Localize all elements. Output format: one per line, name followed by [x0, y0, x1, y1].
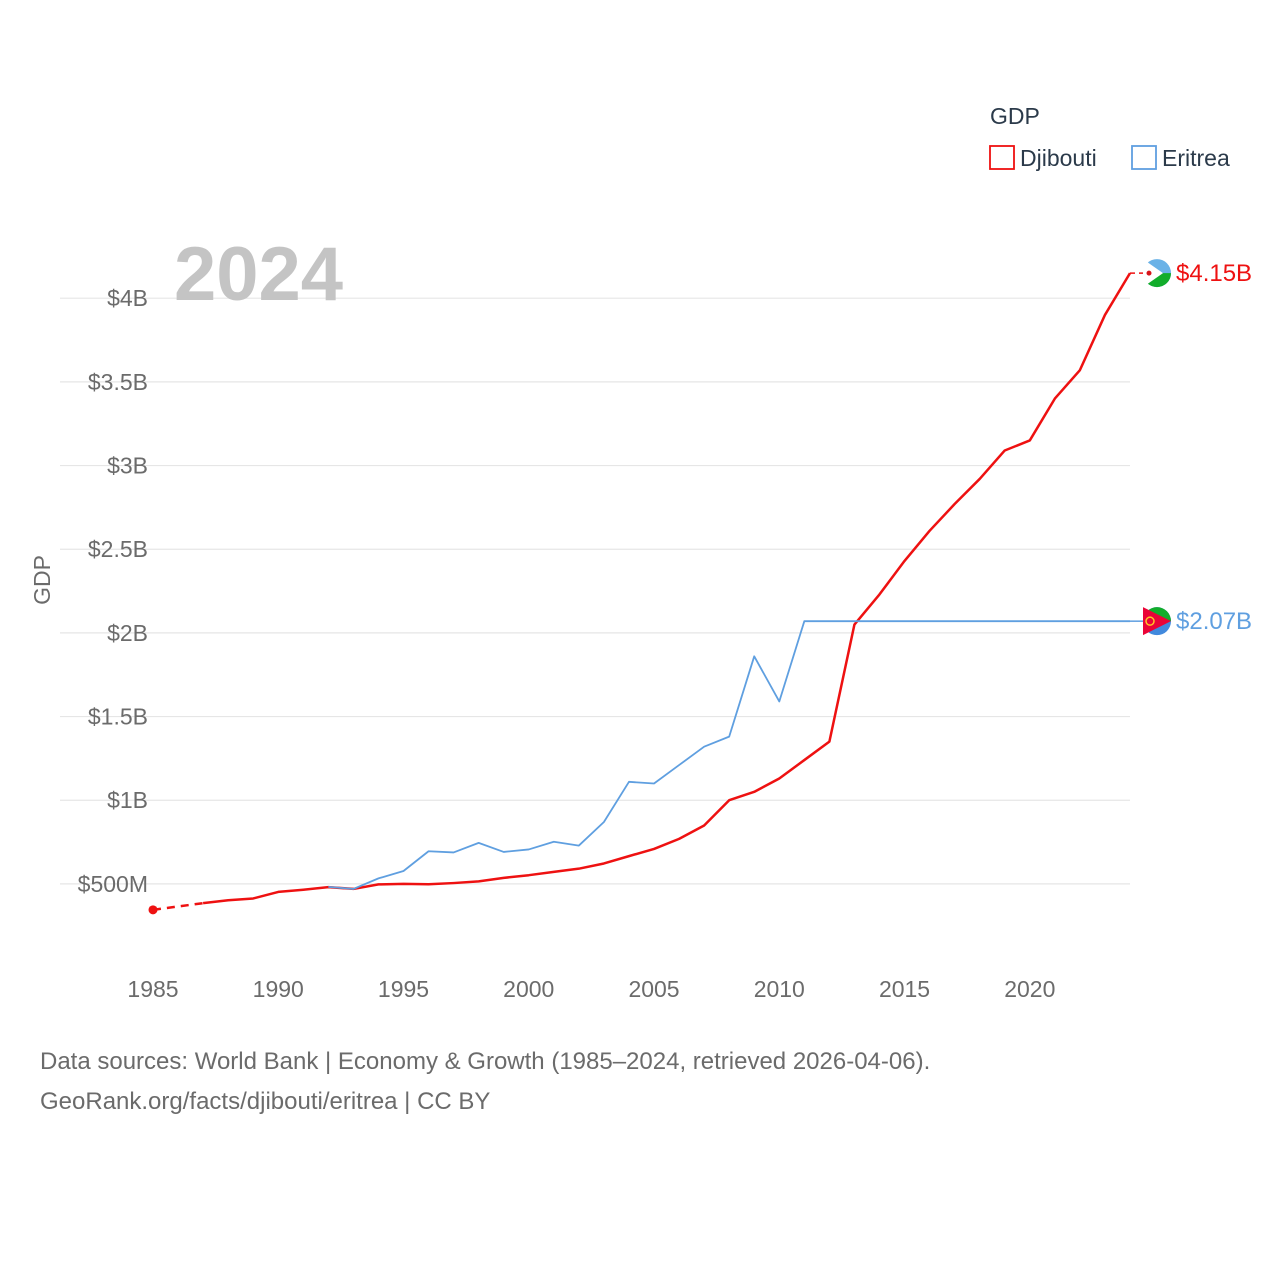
y-tick-label: $3B: [107, 453, 148, 479]
y-tick-label: $1.5B: [88, 704, 148, 730]
eritrea-flag-icon: [1143, 607, 1171, 636]
djibouti-start-point: [148, 905, 158, 915]
legend-item-eritrea[interactable]: Eritrea: [1131, 145, 1230, 171]
eritrea-end-label: $2.07B: [1176, 608, 1252, 635]
djibouti-line-dashed: [152, 901, 204, 912]
y-tick-label: $2B: [107, 620, 148, 646]
x-tick-label: 2010: [754, 976, 805, 1002]
x-tick-label: 2000: [503, 976, 554, 1002]
gdp-line-chart: $500M $1B $1.5B $2B $2.5B $3B $3.5B $4B 1985 199…: [29, 103, 1252, 1002]
y-axis-title: GDP: [29, 555, 55, 605]
year-label: 2024: [174, 232, 343, 317]
x-tick-label: 2020: [1004, 976, 1055, 1002]
legend-swatch: [1131, 145, 1157, 170]
djibouti-flag-icon: [1143, 259, 1171, 288]
djibouti-line: [202, 272, 1132, 905]
source-note: Data sources: World Bank | Economy & Gro…: [40, 1048, 931, 1075]
end-markers: $4.15B $2.07B: [1130, 259, 1252, 636]
y-tick-label: $1B: [107, 787, 148, 813]
x-axis-ticks: 1985 1990 1995 2000 2005 2010 2015 2020: [127, 976, 1055, 1002]
y-tick-label: $2.5B: [88, 536, 148, 562]
y-tick-label: $4B: [107, 285, 148, 311]
legend-item-djibouti[interactable]: Djibouti: [989, 145, 1097, 171]
x-tick-label: 1995: [378, 976, 429, 1002]
footer: Data sources: World Bank | Economy & Gro…: [40, 1042, 1240, 1122]
x-tick-label: 2015: [879, 976, 930, 1002]
series-lines: [148, 272, 1132, 915]
y-axis-ticks: $500M $1B $1.5B $2B $2.5B $3B $3.5B $4B: [78, 285, 148, 897]
y-tick-label: $3.5B: [88, 369, 148, 395]
gridlines: [60, 297, 1130, 885]
x-tick-label: 2005: [628, 976, 679, 1002]
legend-title: GDP: [990, 103, 1040, 129]
legend-label: Djibouti: [1020, 145, 1097, 171]
attribution-link[interactable]: GeoRank.org/facts/djibouti/eritrea | CC …: [40, 1088, 491, 1115]
x-tick-label: 1985: [127, 976, 178, 1002]
y-tick-label: $500M: [78, 871, 148, 897]
x-tick-label: 1990: [253, 976, 304, 1002]
legend-swatch: [989, 145, 1015, 170]
legend-label: Eritrea: [1162, 145, 1230, 171]
eritrea-line: [328, 620, 1130, 890]
legend[interactable]: GDP Djibouti Eritrea: [989, 103, 1230, 171]
djibouti-end-label: $4.15B: [1176, 260, 1252, 287]
